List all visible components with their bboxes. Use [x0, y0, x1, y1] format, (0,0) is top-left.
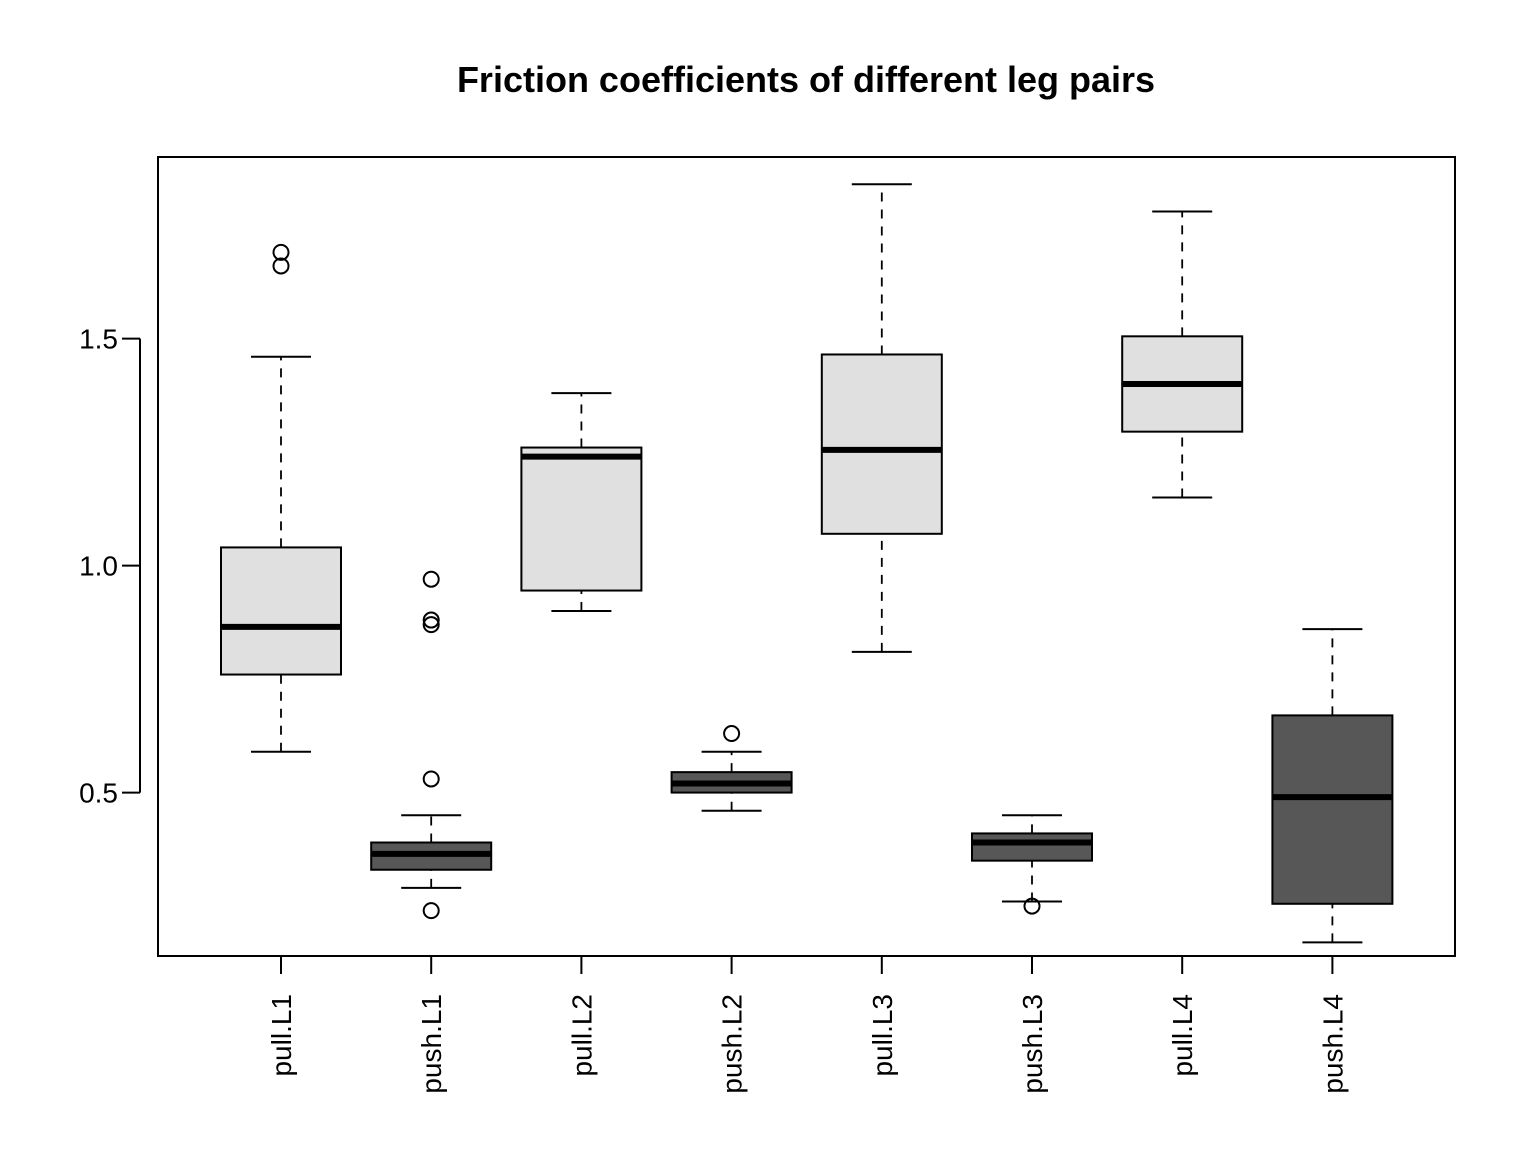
y-tick-label: 1.5 — [79, 324, 118, 355]
box-pull.L3 — [820, 183, 943, 653]
x-tick-label: push.L4 — [1317, 994, 1348, 1094]
box-pull.L4 — [1121, 210, 1244, 499]
iqr-box — [820, 353, 943, 535]
y-axis: 0.5 1.0 1.5 — [79, 324, 141, 809]
box-push.L1 — [370, 570, 493, 920]
outlier-point — [422, 616, 440, 634]
outlier-point — [422, 902, 440, 920]
iqr-box — [220, 546, 342, 676]
chart-title: Friction coefficients of different leg p… — [457, 59, 1155, 100]
x-tick-label: push.L2 — [717, 994, 748, 1094]
box-pull.L1 — [220, 243, 342, 753]
outlier-point — [723, 725, 741, 743]
box-pull.L2 — [520, 392, 643, 612]
box-push.L2 — [670, 725, 793, 812]
x-tick-label: pull.L2 — [566, 994, 597, 1077]
x-tick-label: pull.L1 — [266, 994, 297, 1077]
outlier-point — [1023, 897, 1041, 915]
iqr-box — [971, 832, 1093, 862]
outlier-point — [422, 611, 440, 629]
x-axis: pull.L1 push.L1 pull.L2 push.L2 pull.L3 push.… — [266, 955, 1348, 1094]
boxes-group — [220, 183, 1394, 944]
outlier-point — [272, 257, 290, 275]
x-tick-label: push.L3 — [1017, 994, 1048, 1094]
outlier-point — [272, 243, 290, 261]
x-tick-label: push.L1 — [416, 994, 447, 1094]
x-tick-label: pull.L3 — [867, 994, 898, 1077]
iqr-box — [1271, 714, 1394, 905]
box-push.L3 — [971, 814, 1093, 915]
iqr-box — [520, 446, 643, 592]
y-tick-label: 1.0 — [79, 551, 118, 582]
outlier-point — [422, 570, 440, 588]
outlier-point — [422, 770, 440, 788]
plot-frame — [157, 156, 1456, 957]
x-tick-label: pull.L4 — [1167, 994, 1198, 1077]
box-push.L4 — [1271, 628, 1394, 944]
y-tick-label: 0.5 — [79, 778, 118, 809]
